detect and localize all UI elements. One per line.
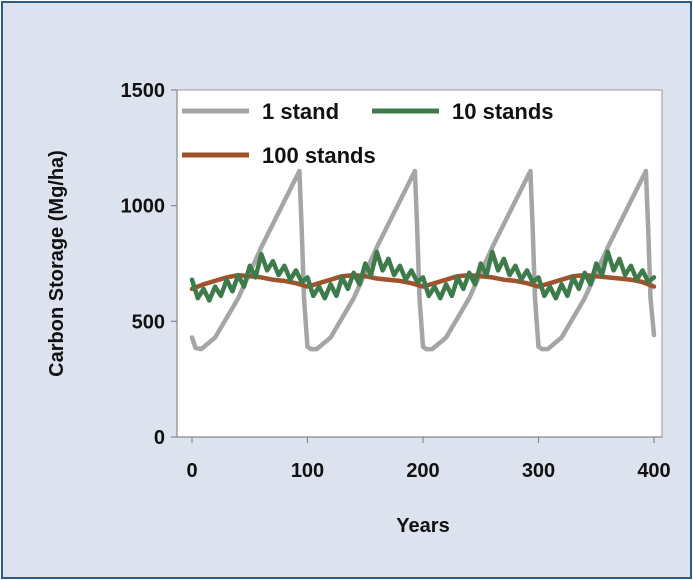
x-tick-label: 0 bbox=[186, 460, 197, 482]
series-line-10-stands bbox=[189, 249, 657, 303]
y-tick-label: 500 bbox=[132, 311, 165, 333]
series-line-100-stands bbox=[189, 272, 657, 292]
x-axis-label: Years bbox=[396, 515, 449, 537]
series-layer bbox=[189, 168, 657, 352]
x-tick-label: 200 bbox=[406, 460, 439, 482]
axes-layer: 0 500 1000 1500 0 100 200 300 400 bbox=[121, 80, 671, 482]
legend: 1 stand 10 stands 100 stands bbox=[182, 99, 554, 168]
y-tick-label: 1000 bbox=[121, 196, 166, 218]
plot-area: 0 500 1000 1500 0 100 200 300 400 bbox=[121, 80, 671, 482]
legend-label: 100 stands bbox=[262, 143, 376, 168]
x-tick-label: 300 bbox=[522, 460, 555, 482]
x-tick-label: 400 bbox=[637, 460, 670, 482]
legend-label: 10 stands bbox=[452, 99, 554, 124]
legend-label: 1 stand bbox=[262, 99, 339, 124]
y-axis-label: Carbon Storage (Mg/ha) bbox=[46, 150, 68, 377]
y-tick-label: 0 bbox=[154, 427, 165, 449]
series-line-1-stand bbox=[189, 168, 657, 352]
y-tick-label: 1500 bbox=[121, 80, 166, 102]
x-tick-label: 100 bbox=[291, 460, 324, 482]
